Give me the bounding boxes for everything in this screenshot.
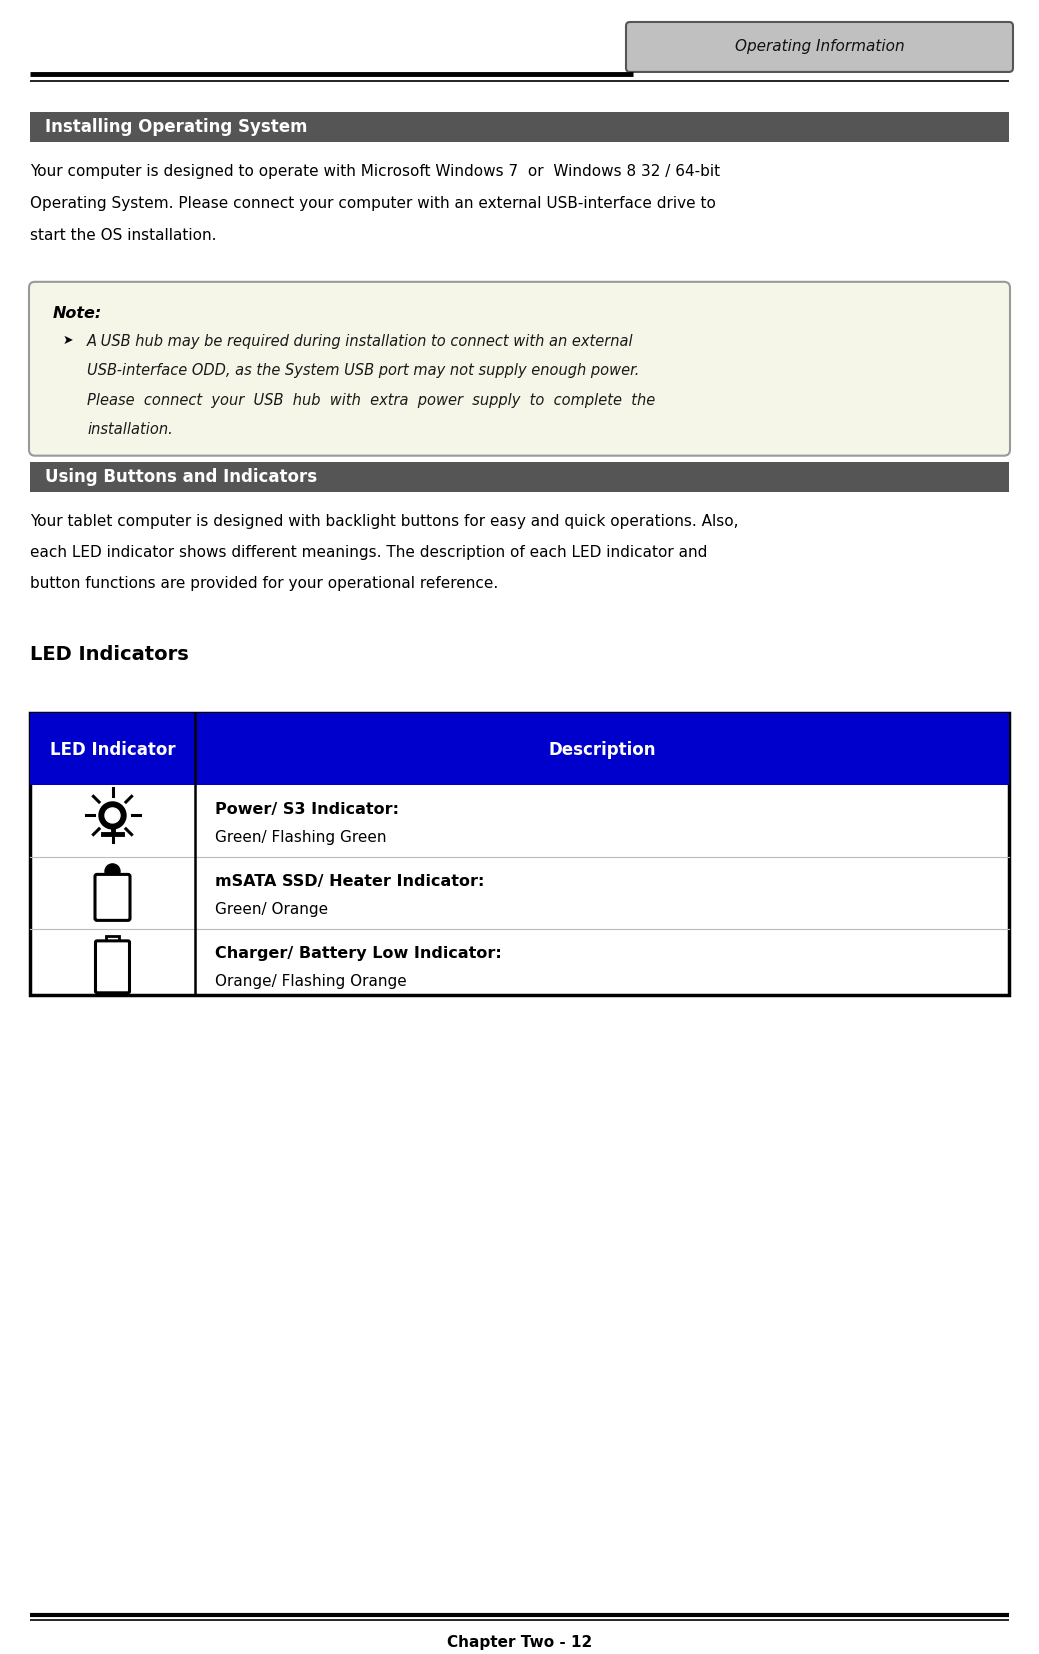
- Text: Green/ Orange: Green/ Orange: [215, 901, 328, 916]
- FancyBboxPatch shape: [627, 22, 1013, 73]
- Text: installation.: installation.: [87, 422, 172, 437]
- Text: Charger/ Battery Low Indicator:: Charger/ Battery Low Indicator:: [215, 946, 502, 961]
- Bar: [30, 713, 1009, 996]
- Text: each LED indicator shows different meanings. The description of each LED indicat: each LED indicator shows different meani…: [30, 544, 708, 559]
- Text: Please  connect  your  USB  hub  with  extra  power  supply  to  complete  the: Please connect your USB hub with extra p…: [87, 392, 656, 409]
- Circle shape: [99, 802, 126, 829]
- Text: ➤: ➤: [63, 334, 74, 347]
- Text: Using Buttons and Indicators: Using Buttons and Indicators: [45, 468, 317, 486]
- Text: button functions are provided for your operational reference.: button functions are provided for your o…: [30, 576, 499, 590]
- Text: Your tablet computer is designed with backlight buttons for easy and quick opera: Your tablet computer is designed with ba…: [30, 514, 739, 529]
- Text: Operating Information: Operating Information: [735, 40, 904, 55]
- Text: Installing Operating System: Installing Operating System: [45, 117, 308, 136]
- Bar: [30, 713, 1009, 723]
- Circle shape: [105, 863, 119, 878]
- Text: LED Indicators: LED Indicators: [30, 645, 189, 663]
- Bar: [30, 461, 1009, 491]
- Text: Operating System. Please connect your computer with an external USB-interface dr: Operating System. Please connect your co…: [30, 195, 716, 210]
- Text: Your computer is designed to operate with Microsoft Windows 7  or  Windows 8 32 : Your computer is designed to operate wit…: [30, 164, 720, 179]
- Bar: [30, 777, 1009, 786]
- Text: USB-interface ODD, as the System USB port may not supply enough power.: USB-interface ODD, as the System USB por…: [87, 364, 639, 379]
- Bar: [30, 723, 1009, 777]
- FancyBboxPatch shape: [29, 281, 1010, 457]
- Text: Power/ S3 Indicator:: Power/ S3 Indicator:: [215, 802, 399, 817]
- Bar: [30, 112, 1009, 142]
- Text: Description: Description: [549, 741, 656, 759]
- Text: A USB hub may be required during installation to connect with an external: A USB hub may be required during install…: [87, 334, 634, 349]
- Text: Orange/ Flashing Orange: Orange/ Flashing Orange: [215, 974, 406, 989]
- FancyBboxPatch shape: [95, 875, 130, 920]
- FancyBboxPatch shape: [96, 941, 130, 992]
- Circle shape: [105, 807, 119, 824]
- Text: Note:: Note:: [53, 306, 102, 321]
- Bar: [106, 936, 119, 943]
- Text: start the OS installation.: start the OS installation.: [30, 228, 216, 243]
- Text: mSATA SSD/ Heater Indicator:: mSATA SSD/ Heater Indicator:: [215, 873, 484, 888]
- Text: Chapter Two - 12: Chapter Two - 12: [447, 1634, 592, 1651]
- Text: Green/ Flashing Green: Green/ Flashing Green: [215, 830, 387, 845]
- Text: LED Indicator: LED Indicator: [50, 741, 176, 759]
